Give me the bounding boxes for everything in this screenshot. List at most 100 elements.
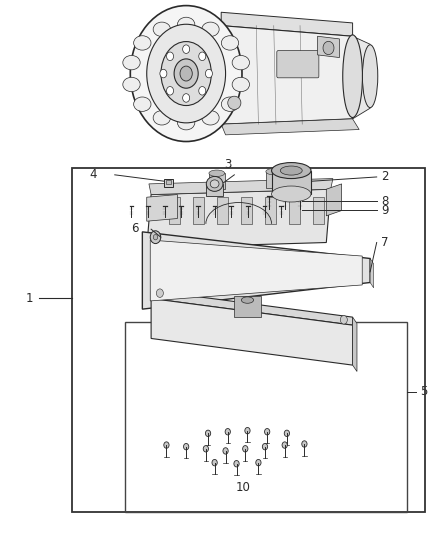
Ellipse shape <box>153 22 170 36</box>
Polygon shape <box>142 232 370 309</box>
Circle shape <box>166 86 173 95</box>
Polygon shape <box>150 240 362 301</box>
Ellipse shape <box>232 77 250 92</box>
Ellipse shape <box>223 448 228 454</box>
Ellipse shape <box>177 17 195 31</box>
Bar <box>125 322 407 512</box>
Bar <box>169 197 180 224</box>
Ellipse shape <box>241 297 254 303</box>
Ellipse shape <box>272 163 311 179</box>
Ellipse shape <box>205 430 211 437</box>
Polygon shape <box>221 26 353 124</box>
Ellipse shape <box>123 55 140 70</box>
Circle shape <box>183 94 190 102</box>
Ellipse shape <box>221 36 239 50</box>
Ellipse shape <box>212 459 217 466</box>
Bar <box>217 197 228 224</box>
Ellipse shape <box>272 186 311 202</box>
Ellipse shape <box>131 5 242 142</box>
Circle shape <box>160 69 167 78</box>
Circle shape <box>340 316 347 324</box>
Ellipse shape <box>153 111 170 125</box>
Ellipse shape <box>209 170 225 176</box>
Ellipse shape <box>262 443 268 450</box>
Ellipse shape <box>228 96 241 110</box>
Text: 7: 7 <box>381 236 389 249</box>
Ellipse shape <box>174 59 198 88</box>
Bar <box>72 168 425 512</box>
Text: 9: 9 <box>381 204 389 216</box>
Circle shape <box>166 52 173 61</box>
Text: 10: 10 <box>236 481 251 494</box>
Circle shape <box>199 52 206 61</box>
Ellipse shape <box>210 180 219 188</box>
Polygon shape <box>353 36 370 119</box>
Ellipse shape <box>282 442 287 448</box>
Polygon shape <box>221 12 353 36</box>
FancyBboxPatch shape <box>277 51 319 78</box>
Ellipse shape <box>280 166 302 175</box>
Text: 2: 2 <box>381 171 389 183</box>
Text: 3: 3 <box>224 158 231 171</box>
Ellipse shape <box>134 36 151 50</box>
Ellipse shape <box>343 35 363 118</box>
Ellipse shape <box>180 66 192 81</box>
Ellipse shape <box>177 116 195 130</box>
Polygon shape <box>151 298 353 365</box>
Ellipse shape <box>232 55 250 70</box>
Ellipse shape <box>203 446 208 452</box>
Circle shape <box>199 86 206 95</box>
Bar <box>272 171 311 194</box>
Bar <box>164 179 173 187</box>
Polygon shape <box>147 195 177 221</box>
Ellipse shape <box>134 97 151 111</box>
Circle shape <box>205 69 212 78</box>
Ellipse shape <box>245 427 250 434</box>
Ellipse shape <box>206 176 223 191</box>
Polygon shape <box>370 259 374 288</box>
Ellipse shape <box>302 441 307 447</box>
Polygon shape <box>149 179 333 195</box>
Ellipse shape <box>225 429 230 435</box>
Bar <box>266 172 282 188</box>
Ellipse shape <box>184 443 189 450</box>
Circle shape <box>153 235 158 240</box>
Ellipse shape <box>234 461 239 467</box>
Polygon shape <box>326 184 342 216</box>
Bar <box>265 197 276 224</box>
Text: 4: 4 <box>90 168 97 181</box>
Ellipse shape <box>161 42 211 106</box>
Circle shape <box>150 231 161 244</box>
Circle shape <box>183 45 190 53</box>
Text: 1: 1 <box>25 292 33 305</box>
Ellipse shape <box>284 430 290 437</box>
Circle shape <box>156 289 163 297</box>
Ellipse shape <box>256 459 261 466</box>
Polygon shape <box>353 317 357 372</box>
Ellipse shape <box>362 45 378 108</box>
Bar <box>193 197 204 224</box>
Text: 8: 8 <box>381 195 389 208</box>
Ellipse shape <box>147 25 226 123</box>
Ellipse shape <box>164 442 169 448</box>
Ellipse shape <box>123 77 140 92</box>
Bar <box>241 197 252 224</box>
Bar <box>206 184 223 196</box>
Ellipse shape <box>221 97 239 111</box>
Bar <box>289 197 300 224</box>
Ellipse shape <box>323 41 334 55</box>
Text: 5: 5 <box>420 385 428 398</box>
Text: 6: 6 <box>131 222 139 235</box>
Ellipse shape <box>202 111 219 125</box>
Ellipse shape <box>202 22 219 36</box>
Polygon shape <box>221 119 359 135</box>
Bar <box>313 197 324 224</box>
Polygon shape <box>318 36 339 58</box>
Bar <box>234 296 261 317</box>
Polygon shape <box>151 290 353 325</box>
Polygon shape <box>147 189 331 248</box>
Ellipse shape <box>243 446 248 452</box>
Bar <box>166 180 171 184</box>
Ellipse shape <box>265 429 270 435</box>
Ellipse shape <box>266 168 282 175</box>
